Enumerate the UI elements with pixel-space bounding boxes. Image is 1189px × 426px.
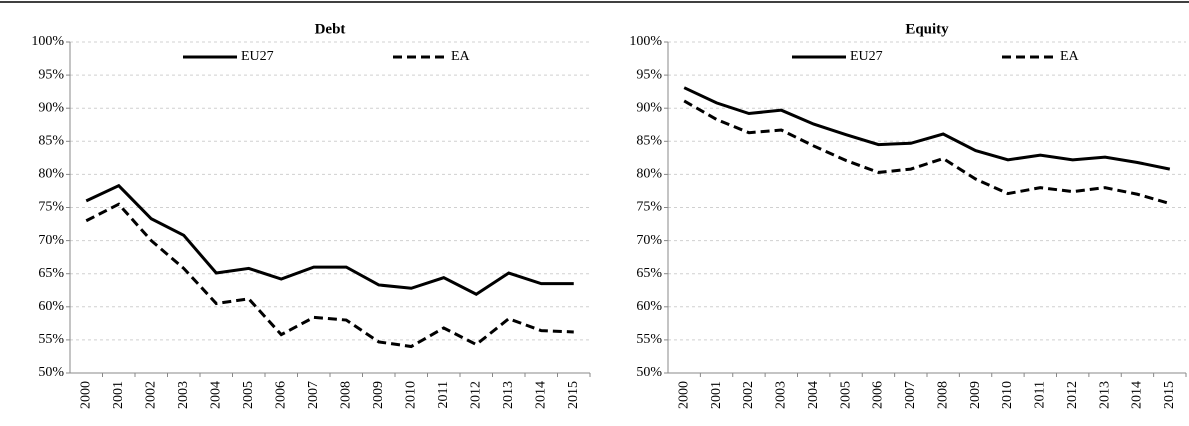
x-tick-label: 2006 [273, 381, 288, 409]
series-line [85, 202, 574, 349]
y-tick-label: 70% [636, 233, 662, 248]
y-tick-label: 60% [38, 299, 64, 314]
y-tick-label: 95% [38, 67, 64, 82]
x-tick-label: 2013 [501, 381, 516, 409]
series-line [683, 99, 1171, 205]
x-tick-label: 2011 [436, 381, 451, 408]
y-tick-label: 85% [636, 134, 662, 149]
x-tick-label: 2006 [871, 381, 886, 409]
y-tick-label: 60% [636, 299, 662, 314]
legend-label: EU27 [241, 49, 274, 64]
y-tick-label: 50% [636, 365, 662, 380]
x-tick-label: 2007 [306, 381, 321, 409]
x-tick-label: 2001 [111, 381, 126, 409]
x-tick-label: 2005 [838, 381, 853, 409]
y-tick-label: 65% [38, 266, 64, 281]
y-tick-label: 100% [31, 34, 64, 49]
x-tick-label: 2015 [566, 381, 581, 409]
y-tick-label: 70% [38, 233, 64, 248]
x-tick-label: 2008 [935, 381, 950, 409]
x-tick-label: 2004 [806, 381, 821, 409]
x-tick-label: 2001 [709, 381, 724, 409]
series-line [85, 183, 574, 296]
x-tick-label: 2003 [176, 381, 191, 409]
x-tick-label: 2005 [241, 381, 256, 409]
y-tick-label: 90% [38, 100, 64, 115]
x-tick-label: 2013 [1097, 381, 1112, 409]
y-tick-label: 65% [636, 266, 662, 281]
x-tick-label: 2007 [903, 381, 918, 409]
y-tick-label: 75% [38, 200, 64, 215]
y-tick-label: 85% [38, 134, 64, 149]
y-tick-label: 55% [636, 332, 662, 347]
y-tick-label: 90% [636, 100, 662, 115]
x-tick-label: 2000 [676, 381, 691, 409]
x-tick-label: 2012 [468, 381, 483, 409]
y-tick-label: 95% [636, 67, 662, 82]
x-tick-label: 2014 [533, 381, 548, 409]
x-tick-label: 2014 [1130, 381, 1145, 409]
y-tick-label: 80% [38, 167, 64, 182]
y-tick-label: 75% [636, 200, 662, 215]
y-tick-label: 55% [38, 332, 64, 347]
x-tick-label: 2003 [774, 381, 789, 409]
x-tick-label: 2010 [403, 381, 418, 409]
x-tick-label: 2009 [968, 381, 983, 409]
x-tick-label: 2002 [741, 381, 756, 409]
x-tick-label: 2009 [371, 381, 386, 409]
x-tick-label: 2011 [1033, 381, 1048, 408]
legend-label: EA [1060, 49, 1080, 64]
chart-title: Debt [315, 21, 346, 37]
x-tick-label: 2004 [208, 381, 223, 409]
legend-label: EA [451, 49, 471, 64]
legend-label: EU27 [850, 49, 883, 64]
y-tick-label: 100% [629, 34, 662, 49]
x-tick-label: 2015 [1162, 381, 1177, 409]
x-tick-label: 2010 [1000, 381, 1015, 409]
x-tick-label: 2000 [78, 381, 93, 409]
x-tick-label: 2008 [338, 381, 353, 409]
chart-title: Equity [905, 21, 949, 37]
y-tick-label: 80% [636, 167, 662, 182]
x-tick-label: 2002 [143, 381, 158, 409]
y-tick-label: 50% [38, 365, 64, 380]
x-tick-label: 2012 [1065, 381, 1080, 409]
series-line [683, 86, 1171, 171]
